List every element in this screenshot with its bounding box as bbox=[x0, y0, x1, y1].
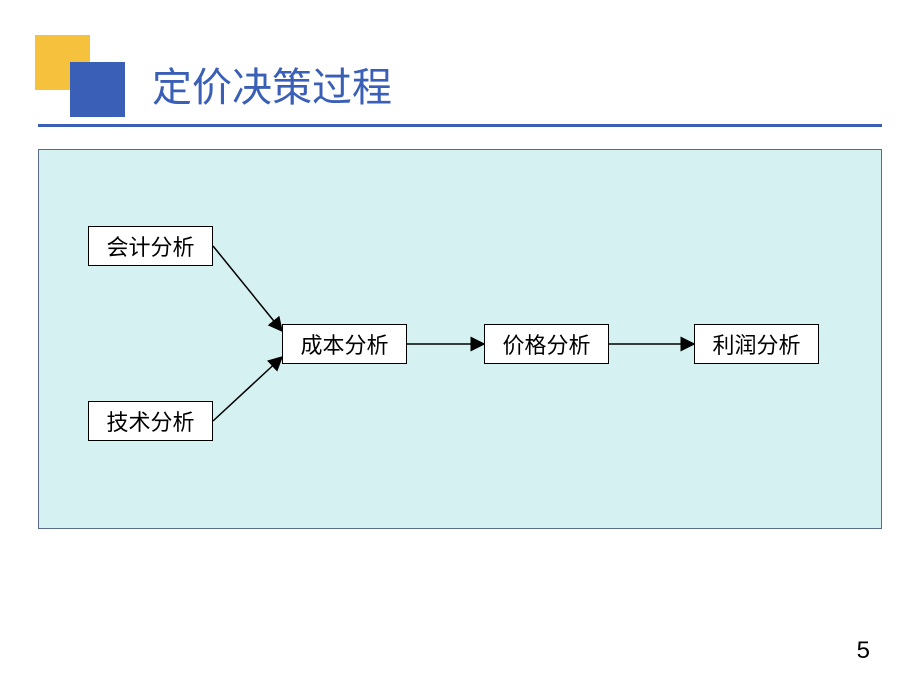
flowchart-edge-0 bbox=[213, 246, 282, 331]
flowchart-node-tech: 技术分析 bbox=[88, 401, 213, 441]
flowchart-node-cost: 成本分析 bbox=[282, 324, 407, 364]
flowchart-node-accounting: 会计分析 bbox=[88, 226, 213, 266]
logo-square-blue bbox=[70, 62, 125, 117]
flowchart-edge-1 bbox=[213, 357, 282, 421]
page-number: 5 bbox=[857, 637, 870, 665]
flowchart-node-price: 价格分析 bbox=[484, 324, 609, 364]
flowchart-container: 会计分析技术分析 成本分析 价格分析 利润分析 bbox=[38, 149, 882, 529]
title-underline bbox=[38, 124, 882, 127]
slide-title: 定价决策过程 bbox=[152, 55, 392, 113]
flowchart-node-profit: 利润分析 bbox=[694, 324, 819, 364]
slide: 定价决策过程 会计分析技术分析 成本分析 价格分析 利润分析 5 bbox=[0, 0, 920, 690]
